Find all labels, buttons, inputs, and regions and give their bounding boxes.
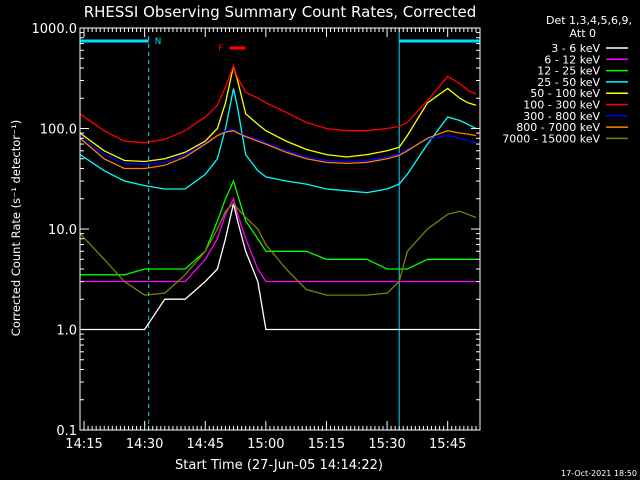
x-tick-label: 15:15 <box>308 437 345 452</box>
series-line <box>79 65 477 163</box>
series-line <box>79 88 477 194</box>
legend-entry-label: 100 - 300 keV <box>523 99 600 112</box>
legend-subtitle: Att 0 <box>570 27 596 40</box>
y-tick-label: 0.1 <box>56 424 77 439</box>
series-line <box>80 179 476 276</box>
x-tick-label: 15:30 <box>368 437 405 452</box>
series-line <box>80 203 476 331</box>
legend-entry-label: 300 - 800 keV <box>523 110 600 123</box>
series-line <box>79 202 477 296</box>
legend-entry-label: 800 - 7000 keV <box>516 121 600 134</box>
x-tick-label: 14:15 <box>65 437 102 452</box>
series-line <box>80 196 476 283</box>
legend-entry-label: 25 - 50 keV <box>537 76 600 89</box>
y-tick-label: 10.0 <box>48 223 77 238</box>
y-tick-label: 1000.0 <box>32 22 78 37</box>
x-tick-label: 14:45 <box>187 437 224 452</box>
legend-title: Det 1,3,4,5,6,9, <box>546 14 632 27</box>
x-tick-label: 15:45 <box>429 437 466 452</box>
x-axis-label: Start Time (27-Jun-05 14:14:22) <box>175 458 383 473</box>
night-label: N <box>155 37 162 47</box>
y-tick-label: 100.0 <box>40 123 77 138</box>
series-line <box>79 130 477 170</box>
x-tick-label: 15:00 <box>247 437 284 452</box>
series-layer <box>79 64 477 331</box>
chart-title: RHESSI Observing Summary Count Rates, Co… <box>84 3 477 21</box>
flare-label: F <box>218 44 223 54</box>
legend-entry-label: 12 - 25 keV <box>537 65 600 78</box>
y-axis-label: Corrected Count Rate (s⁻¹ detector⁻¹) <box>9 120 23 336</box>
legend-entry-label: 3 - 6 keV <box>551 42 600 55</box>
series-line <box>79 64 477 144</box>
timestamp-footer: 17-Oct-2021 18:50 <box>561 469 637 478</box>
legend-entry-label: 6 - 12 keV <box>544 53 600 66</box>
flare-layer: F <box>218 44 246 54</box>
x-tick-label: 14:30 <box>126 437 163 452</box>
axes-layer: 0.1 1.0 10.0 100.0 1000.0 14:15 14:30 14:45 15:0… <box>32 22 481 452</box>
legend-entry-label: 7000 - 15000 keV <box>502 132 600 145</box>
y-tick-label: 1.0 <box>56 324 77 339</box>
legend-entry-label: 50 - 100 keV <box>530 87 600 100</box>
